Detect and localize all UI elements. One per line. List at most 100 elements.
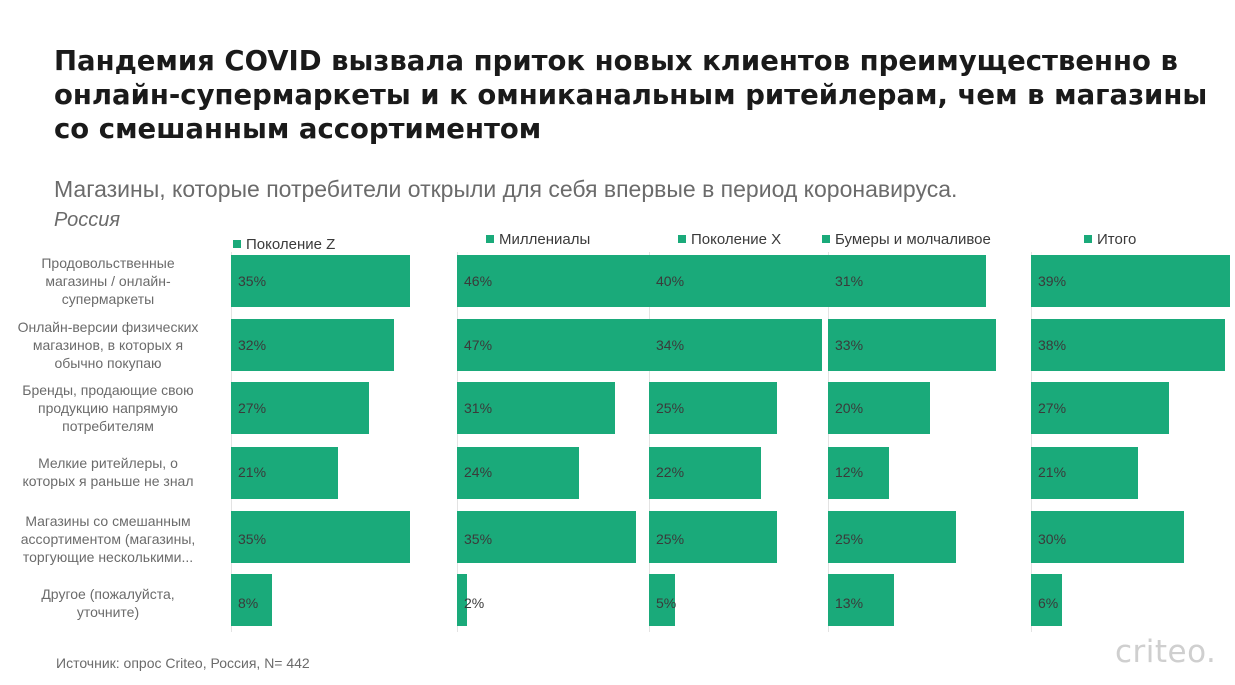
bar-value-label: 31% (464, 400, 493, 416)
legend-item: Итого (1084, 231, 1136, 248)
bar (1031, 574, 1062, 626)
category-label-line: торгующие несколькими... (22, 549, 194, 565)
legend-label: Миллениалы (499, 231, 591, 248)
category-label-line: уточните) (76, 604, 140, 620)
bar-value-label: 25% (835, 531, 864, 547)
bar (457, 574, 468, 626)
source-note: Источник: опрос Criteo, Россия, N= 442 (56, 655, 310, 671)
bar-value-label: 2% (464, 595, 485, 611)
bar-value-label: 35% (238, 531, 267, 547)
bar-value-label: 34% (656, 337, 685, 353)
bar-value-label: 33% (835, 337, 864, 353)
legend-swatch (1084, 235, 1092, 243)
bar (1031, 382, 1169, 434)
category-label-line: которых я раньше не знал (22, 473, 194, 489)
category-label-line: Продовольственные (41, 255, 175, 271)
category-label-line: ассортиментом (магазины, (20, 531, 196, 547)
bar-value-label: 27% (238, 400, 267, 416)
bar-value-label: 35% (464, 531, 493, 547)
bar-value-label: 27% (1038, 400, 1067, 416)
category-label-line: супермаркеты (61, 291, 155, 307)
legend-label: Итого (1097, 231, 1137, 248)
bar (231, 447, 339, 499)
panel-axis-line (1031, 252, 1032, 632)
legend-swatch (486, 235, 494, 243)
category-label: Бренды, продающие свою продукцию напрямую… (0, 378, 216, 438)
bar-value-label: 22% (656, 464, 685, 480)
category-label-line: Онлайн-версии физических (17, 319, 199, 335)
bar-value-label: 47% (464, 337, 493, 353)
panel-axis-line (231, 252, 232, 632)
bar-value-label: 39% (1038, 273, 1067, 289)
category-label-line: Бренды, продающие свою (22, 382, 194, 398)
bar (1031, 447, 1139, 499)
region-label: Россия (54, 209, 121, 231)
bar (649, 447, 762, 499)
bar-value-label: 40% (656, 273, 685, 289)
bar (231, 319, 395, 371)
legend-swatch (822, 235, 830, 243)
legend-swatch (678, 235, 686, 243)
bar (231, 511, 410, 563)
bar-value-label: 32% (238, 337, 267, 353)
bar-value-label: 38% (1038, 337, 1067, 353)
bar-value-label: 25% (656, 400, 685, 416)
panel-axis-line (828, 252, 829, 632)
bar (828, 511, 956, 563)
legend-item: Бумеры и молчаливое (822, 231, 991, 248)
legend-item: Поколение X (678, 231, 781, 248)
chart-subtitle: Магазины, которые потребители открыли дл… (54, 176, 958, 202)
panel-axis-line (649, 252, 650, 632)
bar (828, 382, 930, 434)
bar (649, 511, 777, 563)
bar (649, 382, 777, 434)
bar (1031, 255, 1230, 307)
bar (828, 574, 895, 626)
bar-value-label: 24% (464, 464, 493, 480)
legend-label: Поколение Z (246, 236, 336, 253)
bar (457, 511, 636, 563)
bar-value-label: 20% (835, 400, 864, 416)
bar-value-label: 25% (656, 531, 685, 547)
category-label-line: обычно покупаю (54, 355, 162, 371)
bar (231, 382, 369, 434)
bar (457, 447, 580, 499)
category-label-line: Мелкие ритейлеры, о (38, 455, 178, 471)
category-label: Мелкие ритейлеры, о которых я раньше не з… (0, 442, 216, 502)
category-label-line: продукцию напрямую (38, 400, 178, 416)
bar (649, 574, 675, 626)
category-label-line: магазинов, в которых я (32, 337, 184, 353)
bar-value-label: 21% (1038, 464, 1067, 480)
bar (649, 319, 823, 371)
bar (828, 447, 890, 499)
bar-value-label: 12% (835, 464, 864, 480)
legend-label: Поколение X (691, 231, 782, 248)
legend-item: Поколение Z (233, 236, 335, 253)
legend-label: Бумеры и молчаливое (835, 231, 991, 248)
category-label: Магазины со смешанным ассортиментом (мага… (0, 509, 216, 569)
category-label-line: Другое (пожалуйста, (41, 586, 175, 602)
legend-item: Миллениалы (486, 231, 590, 248)
bar-value-label: 46% (464, 273, 493, 289)
category-label: Продовольственные магазины / онлайн-супер… (0, 251, 216, 311)
bar-value-label: 13% (835, 595, 864, 611)
panel-axis-line (457, 252, 458, 632)
category-label-line: потребителям (62, 418, 154, 434)
bar (649, 255, 853, 307)
category-label: Онлайн-версии физических магазинов, в кот… (0, 315, 216, 375)
bar-value-label: 5% (656, 595, 677, 611)
bar (828, 319, 997, 371)
bar (457, 382, 616, 434)
bar-value-label: 8% (238, 595, 259, 611)
bar-value-label: 30% (1038, 531, 1067, 547)
legend-swatch (233, 240, 241, 248)
bar (828, 255, 987, 307)
criteo-logo: criteo. (1115, 634, 1217, 670)
category-label-line: магазины / онлайн- (45, 273, 171, 289)
bar (1031, 319, 1225, 371)
bar (231, 574, 272, 626)
category-label-line: Магазины со смешанным (25, 513, 191, 529)
category-label: Другое (пожалуйста, уточните) (0, 573, 216, 633)
page-title: Пандемия COVID вызвала приток новых клие… (54, 45, 1208, 145)
bar (1031, 511, 1184, 563)
